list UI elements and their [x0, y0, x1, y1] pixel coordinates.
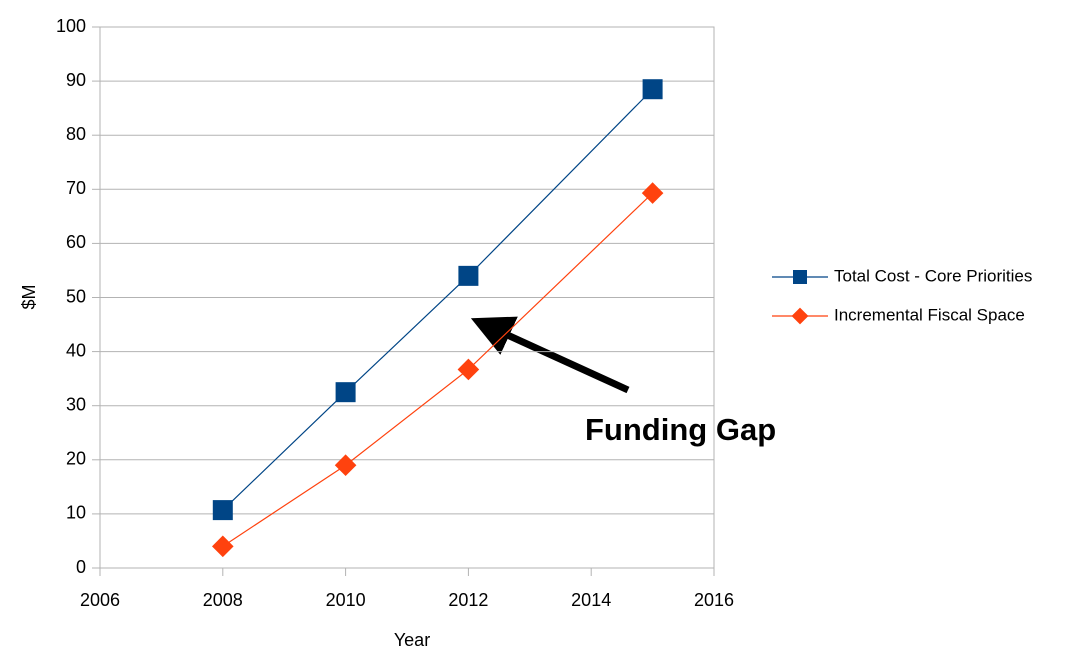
y-tick-label: 100: [56, 16, 86, 36]
y-tick-label: 60: [66, 232, 86, 252]
x-tick-label: 2012: [448, 590, 488, 610]
y-tick-label: 70: [66, 178, 86, 198]
y-tick-label: 40: [66, 340, 86, 360]
x-axis-label: Year: [394, 630, 430, 650]
data-point: [334, 454, 357, 477]
data-point: [457, 358, 480, 381]
legend-marker: [793, 270, 807, 284]
x-tick-label: 2010: [326, 590, 366, 610]
x-tick-label: 2008: [203, 590, 243, 610]
x-tick-label: 2006: [80, 590, 120, 610]
plot-frame: [99, 26, 715, 569]
legend-label: Incremental Fiscal Space: [834, 305, 1025, 324]
data-point: [458, 265, 479, 286]
y-tick-label: 90: [66, 70, 86, 90]
y-tick-label: 50: [66, 286, 86, 306]
legend-label: Total Cost - Core Priorities: [834, 266, 1032, 285]
y-tick-label: 20: [66, 449, 86, 469]
y-tick-label: 30: [66, 394, 86, 414]
y-tick-label: 0: [76, 557, 86, 577]
series-line: [222, 88, 654, 511]
data-point: [212, 535, 234, 558]
data-point: [335, 382, 356, 403]
data-point: [642, 79, 663, 100]
x-tick-label: 2016: [694, 590, 734, 610]
y-tick-label: 80: [66, 124, 86, 144]
annotation-arrow: [470, 316, 630, 394]
y-tick-label: 10: [66, 503, 86, 523]
data-point: [641, 182, 664, 204]
legend-marker: [791, 307, 809, 325]
annotation: Funding Gap: [585, 412, 776, 447]
y-axis-label: $M: [19, 284, 39, 309]
data-point: [212, 500, 233, 521]
x-tick-label: 2014: [571, 590, 611, 610]
series-line: [222, 192, 654, 547]
